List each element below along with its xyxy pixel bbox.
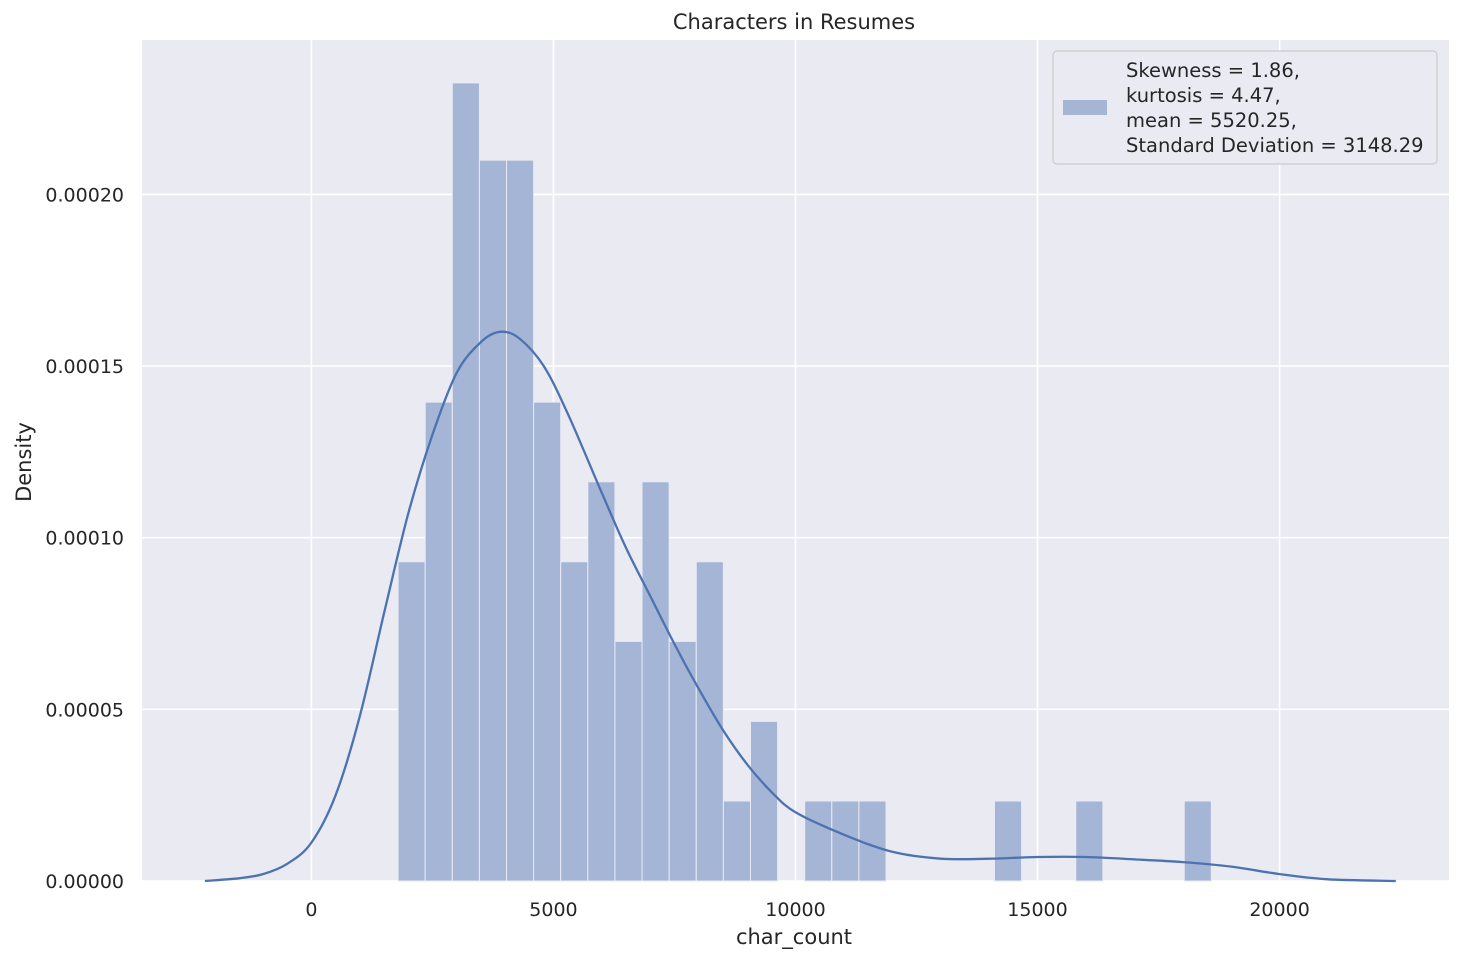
x-tick-label-4: 20000 bbox=[1249, 899, 1309, 921]
histogram-bar-12 bbox=[722, 800, 751, 882]
legend-swatch bbox=[1063, 100, 1107, 115]
legend-line-mean: mean = 5520.25, bbox=[1126, 109, 1297, 132]
x-tick-label-0: 0 bbox=[305, 899, 317, 921]
histogram-bar-7 bbox=[587, 481, 616, 882]
x-tick-label-1: 5000 bbox=[529, 899, 577, 921]
x-axis-label: char_count bbox=[736, 925, 852, 950]
histogram-bar-0 bbox=[397, 561, 426, 882]
y-axis-ticks: 0.00000 0.00005 0.00010 0.00015 0.00020 bbox=[45, 184, 124, 893]
y-tick-label-2: 0.00010 bbox=[45, 528, 124, 550]
histogram-bar-1 bbox=[424, 401, 453, 882]
x-tick-label-2: 10000 bbox=[765, 899, 825, 921]
legend-line-skewness: Skewness = 1.86, bbox=[1126, 59, 1300, 82]
legend-box bbox=[1052, 50, 1438, 165]
histogram-bar-10 bbox=[668, 640, 697, 882]
histogram-bar-4 bbox=[506, 159, 535, 882]
legend-line-kurtosis: kurtosis = 4.47, bbox=[1126, 84, 1281, 107]
histogram-bar-13 bbox=[749, 720, 779, 882]
x-axis-ticks: 0 5000 10000 15000 20000 bbox=[305, 899, 1309, 921]
kde-curve-group bbox=[204, 330, 1396, 883]
legend: Skewness = 1.86, kurtosis = 4.47, mean =… bbox=[1052, 50, 1438, 165]
histogram-bar-2 bbox=[451, 82, 480, 882]
y-tick-label-1: 0.00005 bbox=[45, 699, 124, 721]
histogram-bar-8 bbox=[614, 640, 643, 882]
histogram-bar-29 bbox=[1183, 800, 1212, 882]
y-tick-label-4: 0.00020 bbox=[45, 184, 124, 206]
y-tick-label-3: 0.00015 bbox=[45, 356, 124, 378]
histogram-bar-17 bbox=[858, 800, 887, 882]
histogram-bar-16 bbox=[831, 800, 860, 882]
histogram-bar-3 bbox=[478, 159, 508, 882]
histogram-bars bbox=[397, 82, 1212, 882]
histogram-bar-25 bbox=[1075, 800, 1104, 882]
histogram-bar-11 bbox=[695, 561, 724, 882]
histogram-bar-22 bbox=[993, 800, 1023, 882]
histogram-bar-9 bbox=[641, 481, 670, 882]
legend-line-std: Standard Deviation = 3148.29 bbox=[1126, 134, 1424, 157]
histogram-bar-6 bbox=[560, 561, 589, 882]
histogram-bar-15 bbox=[804, 800, 833, 882]
x-tick-label-3: 15000 bbox=[1007, 899, 1067, 921]
y-tick-label-0: 0.00000 bbox=[45, 871, 124, 893]
histogram-bar-5 bbox=[533, 401, 562, 882]
chart-title: Characters in Resumes bbox=[673, 10, 915, 34]
kde-curve bbox=[204, 330, 1396, 883]
y-axis-label: Density bbox=[12, 422, 36, 502]
